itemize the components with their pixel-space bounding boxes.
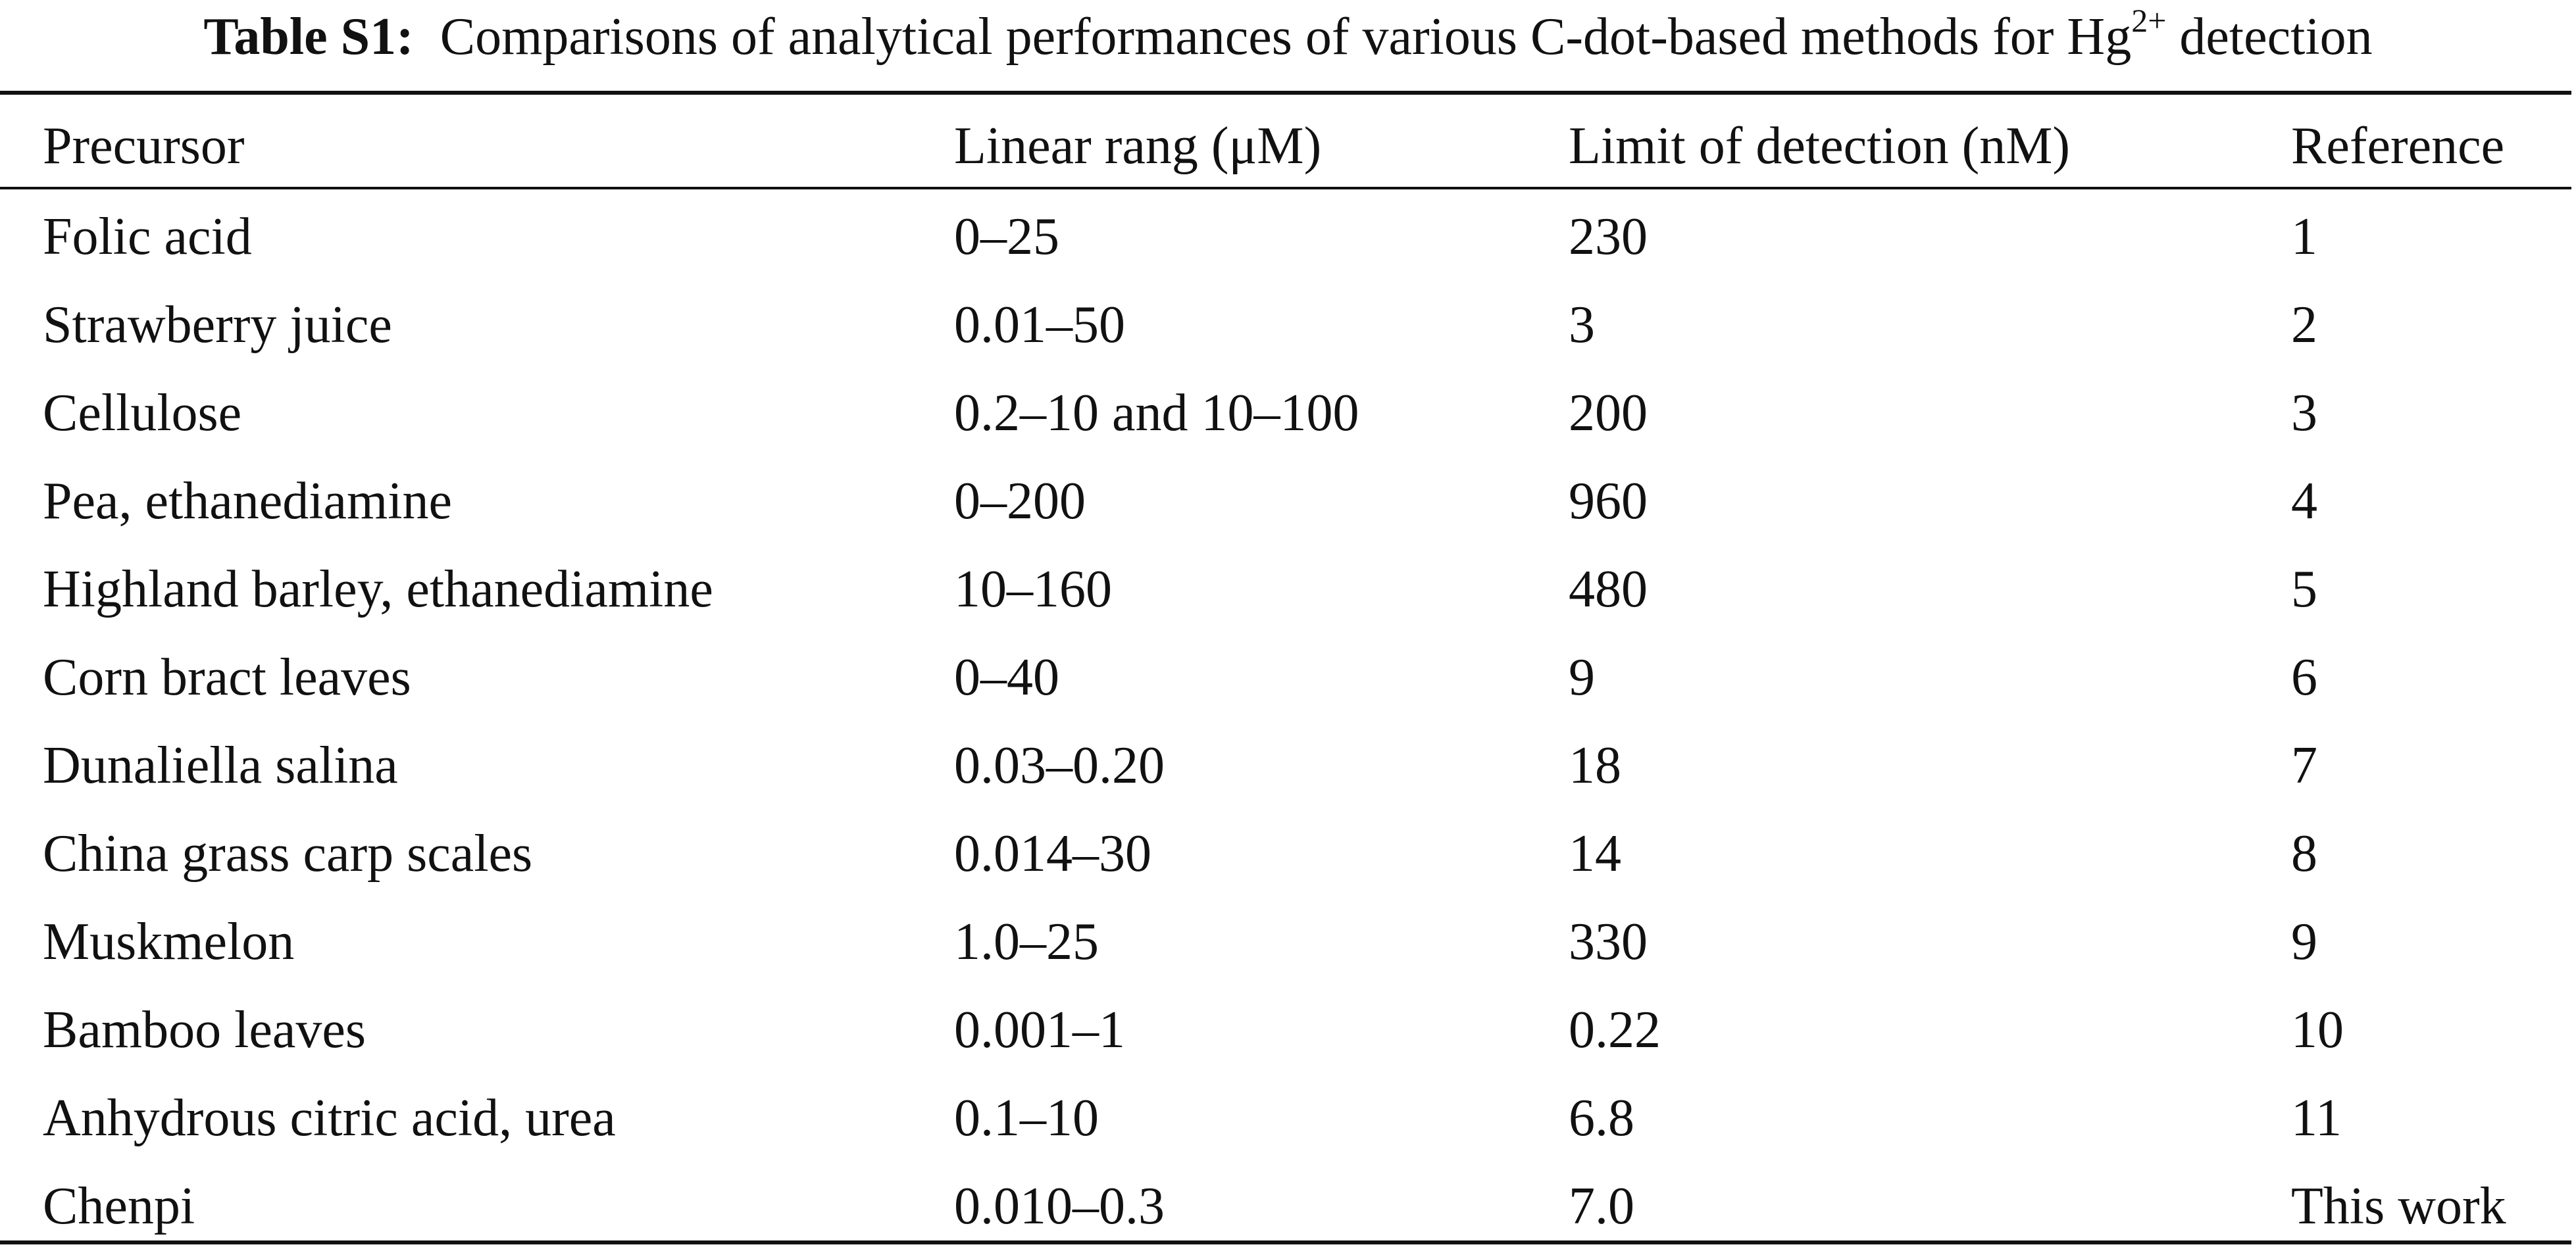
cell-precursor: Strawberry juice: [43, 296, 392, 354]
cell-linear-range: 0.1–10: [954, 1089, 1099, 1147]
cell-reference: 4: [2291, 472, 2317, 530]
cell-limit-of-detection: 960: [1569, 472, 1648, 530]
cell-reference: 7: [2291, 737, 2317, 795]
header-limit-of-detection: Limit of detection (nM): [1569, 117, 2071, 175]
table-row: Pea, ethanediamine 0–200 960 4: [0, 457, 2576, 545]
header-precursor: Precursor: [43, 117, 245, 175]
table-row: Folic acid 0–25 230 1: [0, 193, 2576, 281]
ion-formula: Hg2+: [2067, 4, 2166, 66]
cell-reference: 2: [2291, 296, 2317, 354]
cell-precursor: Bamboo leaves: [43, 1001, 366, 1059]
cell-linear-range: 0.03–0.20: [954, 737, 1165, 795]
header-rule: [0, 187, 2571, 189]
cell-linear-range: 0–200: [954, 472, 1086, 530]
cell-reference: 10: [2291, 1001, 2344, 1059]
table-caption: Table S1: Comparisons of analytical perf…: [0, 0, 2576, 89]
cell-limit-of-detection: 230: [1569, 208, 1648, 266]
cell-precursor: Dunaliella salina: [43, 737, 398, 795]
cell-limit-of-detection: 14: [1569, 825, 1621, 883]
cell-precursor: Chenpi: [43, 1177, 195, 1235]
cell-linear-range: 10–160: [954, 560, 1112, 618]
cell-limit-of-detection: 9: [1569, 649, 1595, 706]
header-linear-range: Linear rang (μM): [954, 117, 1322, 175]
cell-limit-of-detection: 330: [1569, 913, 1648, 971]
caption-tail: detection: [2179, 8, 2373, 66]
bottom-rule: [0, 1240, 2571, 1244]
cell-limit-of-detection: 6.8: [1569, 1089, 1634, 1147]
cell-linear-range: 1.0–25: [954, 913, 1099, 971]
table-row: China grass carp scales 0.014–30 14 8: [0, 810, 2576, 898]
cell-reference: 5: [2291, 560, 2317, 618]
cell-linear-range: 0.001–1: [954, 1001, 1125, 1059]
header-reference: Reference: [2291, 117, 2505, 175]
cell-reference: 8: [2291, 825, 2317, 883]
cell-reference: 1: [2291, 208, 2317, 266]
cell-limit-of-detection: 0.22: [1569, 1001, 1661, 1059]
cell-reference: 9: [2291, 913, 2317, 971]
caption-text: Comparisons of analytical performances o…: [440, 8, 2054, 66]
cell-precursor: Cellulose: [43, 384, 242, 442]
cell-precursor: Pea, ethanediamine: [43, 472, 452, 530]
cell-reference: This work: [2291, 1177, 2506, 1235]
cell-precursor: Muskmelon: [43, 913, 295, 971]
cell-reference: 6: [2291, 649, 2317, 706]
table-row: Cellulose 0.2–10 and 10–100 200 3: [0, 369, 2576, 457]
cell-linear-range: 0.014–30: [954, 825, 1151, 883]
cell-limit-of-detection: 200: [1569, 384, 1648, 442]
table-row: Highland barley, ethanediamine 10–160 48…: [0, 545, 2576, 633]
cell-limit-of-detection: 3: [1569, 296, 1595, 354]
table-label: Table S1:: [203, 8, 414, 66]
table-row: Muskmelon 1.0–25 330 9: [0, 898, 2576, 986]
cell-linear-range: 0.010–0.3: [954, 1177, 1165, 1235]
cell-precursor: China grass carp scales: [43, 825, 533, 883]
table-row: Corn bract leaves 0–40 9 6: [0, 633, 2576, 722]
cell-reference: 11: [2291, 1089, 2342, 1147]
cell-limit-of-detection: 18: [1569, 737, 1621, 795]
table-row: Chenpi 0.010–0.3 7.0 This work: [0, 1162, 2576, 1250]
cell-precursor: Folic acid: [43, 208, 252, 266]
cell-precursor: Corn bract leaves: [43, 649, 411, 706]
cell-linear-range: 0–40: [954, 649, 1059, 706]
table-header-row: Precursor Linear rang (μM) Limit of dete…: [0, 102, 2576, 190]
cell-limit-of-detection: 7.0: [1569, 1177, 1634, 1235]
cell-precursor: Anhydrous citric acid, urea: [43, 1089, 616, 1147]
table-row: Anhydrous citric acid, urea 0.1–10 6.8 1…: [0, 1074, 2576, 1162]
table-row: Bamboo leaves 0.001–1 0.22 10: [0, 986, 2576, 1074]
cell-linear-range: 0.01–50: [954, 296, 1125, 354]
cell-reference: 3: [2291, 384, 2317, 442]
cell-limit-of-detection: 480: [1569, 560, 1648, 618]
top-rule: [0, 91, 2571, 95]
cell-linear-range: 0.2–10 and 10–100: [954, 384, 1359, 442]
cell-linear-range: 0–25: [954, 208, 1059, 266]
table-row: Dunaliella salina 0.03–0.20 18 7: [0, 722, 2576, 810]
table-row: Strawberry juice 0.01–50 3 2: [0, 281, 2576, 369]
ion-symbol: Hg: [2067, 8, 2132, 66]
ion-charge: 2+: [2131, 2, 2167, 39]
cell-precursor: Highland barley, ethanediamine: [43, 560, 713, 618]
